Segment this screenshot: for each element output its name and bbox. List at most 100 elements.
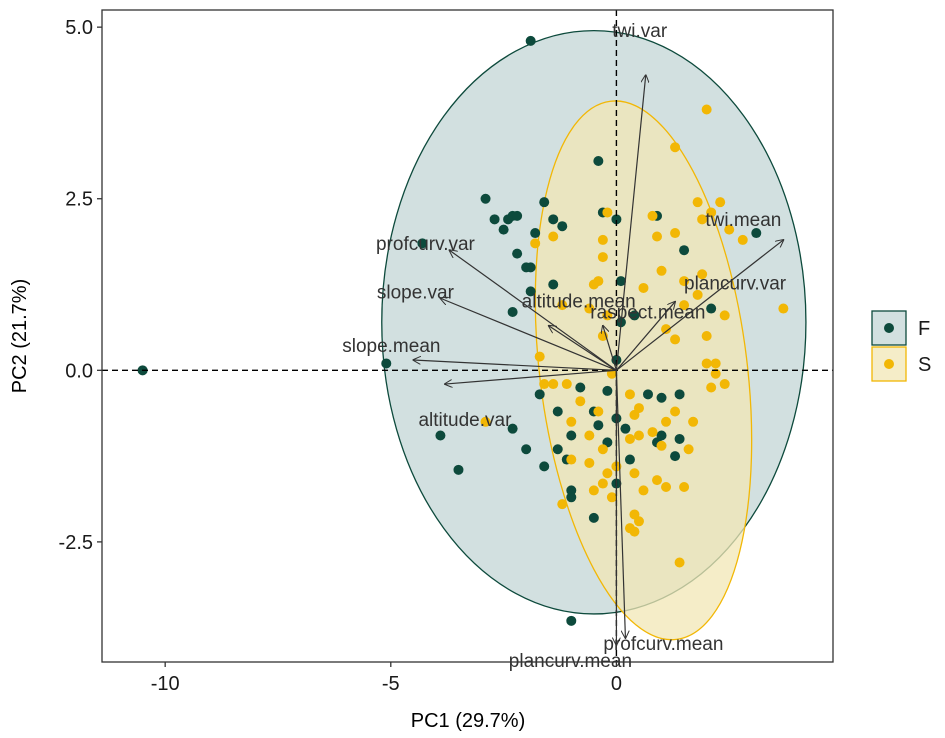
x-axis-ticks: -10 -5 0 <box>151 662 622 695</box>
point-s <box>588 485 599 496</box>
point-s <box>597 478 608 489</box>
point-s <box>701 331 712 341</box>
point-f <box>552 444 563 455</box>
point-s <box>661 324 672 335</box>
y-tick-label: 2.5 <box>65 189 93 211</box>
point-f <box>512 248 523 259</box>
point-f <box>539 461 550 472</box>
point-s <box>670 406 681 417</box>
point-s <box>737 234 748 245</box>
loading-label: twi.var <box>612 21 668 42</box>
point-f <box>611 214 622 225</box>
x-tick-label: 0 <box>611 673 622 695</box>
point-f <box>539 197 550 208</box>
y-tick-label: 0.0 <box>65 360 93 382</box>
point-s <box>701 358 712 369</box>
point-f <box>480 193 491 204</box>
point-f <box>435 430 446 441</box>
point-s <box>584 303 595 314</box>
loading-label: twi.mean <box>705 210 781 231</box>
point-s <box>633 430 644 441</box>
loading-arrow <box>445 369 617 384</box>
point-s <box>633 516 644 527</box>
point-f <box>525 262 536 273</box>
point-s <box>688 416 699 427</box>
point-f <box>575 382 586 393</box>
point-s <box>692 289 703 300</box>
point-s <box>652 475 663 486</box>
point-s <box>706 207 717 218</box>
point-s <box>697 269 708 280</box>
point-s <box>606 492 617 503</box>
point-s <box>670 228 681 239</box>
point-f <box>602 385 613 396</box>
loading-arrow <box>616 240 783 371</box>
point-s <box>719 379 730 390</box>
point-s <box>548 379 559 390</box>
loading-arrow <box>440 298 617 371</box>
point-s <box>566 416 577 427</box>
point-s <box>480 416 491 427</box>
legend-label-s: S <box>918 354 931 376</box>
point-f <box>593 155 604 166</box>
loading-arrow <box>615 302 675 371</box>
point-s <box>624 433 635 444</box>
point-f <box>525 286 536 297</box>
legend: FS <box>871 310 931 382</box>
loading-arrow <box>413 360 617 371</box>
point-f <box>751 228 762 239</box>
point-f <box>566 615 577 626</box>
point-s <box>656 265 667 276</box>
point-f <box>615 276 626 287</box>
point-f <box>552 406 563 417</box>
loading-label: profcurv.var <box>376 234 476 255</box>
point-f <box>624 454 635 465</box>
point-s <box>602 468 613 479</box>
legend-label-f: F <box>918 318 930 340</box>
point-s <box>597 234 608 245</box>
loading-label: altitude.mean <box>522 292 636 313</box>
point-f <box>642 389 653 400</box>
point-f <box>534 389 545 400</box>
point-f <box>706 303 717 314</box>
point-s <box>575 396 586 407</box>
point-s <box>602 310 613 321</box>
point-s <box>706 382 717 393</box>
point-s <box>624 389 635 400</box>
point-f <box>417 238 428 249</box>
point-s <box>584 430 595 441</box>
point-s <box>602 207 613 218</box>
point-f <box>566 492 577 503</box>
y-tick-label: -2.5 <box>59 532 93 554</box>
point-f <box>498 224 509 235</box>
point-s <box>778 303 789 314</box>
point-s <box>561 379 572 390</box>
point-s <box>656 440 667 451</box>
point-s <box>597 252 608 263</box>
point-s <box>670 142 681 153</box>
point-s <box>724 224 735 235</box>
point-f <box>489 214 500 225</box>
point-s <box>597 444 608 455</box>
point-s <box>629 468 640 479</box>
x-axis-label: PC1 (29.7%) <box>411 710 526 732</box>
point-s <box>647 210 658 221</box>
loading-arrow <box>603 326 617 371</box>
loading-label: slope.mean <box>342 336 440 357</box>
point-f <box>588 512 599 523</box>
point-s <box>679 481 690 492</box>
point-s <box>661 481 672 492</box>
point-f <box>656 430 667 441</box>
y-axis-label: PC2 (21.7%) <box>9 279 31 394</box>
point-f <box>453 464 464 475</box>
loading-arrow <box>549 326 617 371</box>
point-s <box>674 557 685 568</box>
point-s <box>683 444 694 455</box>
loading-label: altitude.var <box>418 410 512 431</box>
point-s <box>548 231 559 242</box>
point-f <box>381 358 392 369</box>
point-f <box>557 221 568 232</box>
loading-label: plancurv.var <box>684 274 787 295</box>
point-f <box>620 423 631 434</box>
